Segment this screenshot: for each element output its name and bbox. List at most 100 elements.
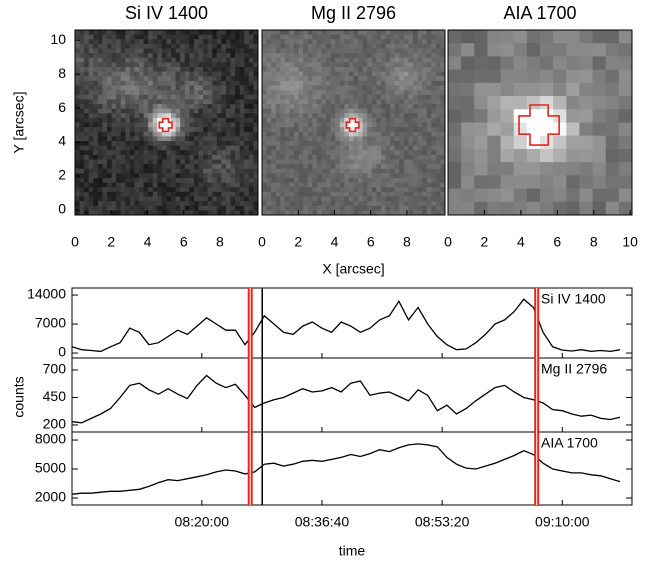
- image-pixel: [93, 131, 99, 137]
- image-pixel: [244, 113, 250, 119]
- image-pixel: [193, 117, 200, 123]
- image-pixel: [284, 131, 290, 137]
- image-pixel: [166, 201, 172, 207]
- image-pixel: [316, 30, 322, 36]
- image-pixel: [431, 113, 437, 119]
- image-pixel: [97, 34, 103, 40]
- image-pixel: [526, 135, 541, 150]
- image-pixel: [579, 135, 594, 150]
- image-pixel: [307, 30, 313, 36]
- image-pixel: [592, 162, 607, 176]
- image-pixel: [566, 135, 580, 150]
- image-pixel: [93, 62, 99, 68]
- image-pixel: [129, 141, 135, 147]
- image-pixel: [390, 53, 396, 59]
- image-pixel: [230, 159, 236, 165]
- image-pixel: [93, 168, 99, 174]
- image-pixel: [129, 154, 135, 160]
- image-pixel: [212, 122, 218, 128]
- image-pixel: [88, 71, 94, 77]
- image-pixel: [230, 34, 236, 40]
- image-pixel: [84, 117, 90, 123]
- image-pixel: [139, 30, 145, 36]
- image-pixel: [321, 57, 327, 63]
- image-pixel: [129, 191, 135, 197]
- image-pixel: [184, 205, 190, 211]
- image-pixel: [280, 43, 286, 49]
- image-pixel: [184, 94, 190, 100]
- image-pixel: [330, 48, 336, 54]
- image-pixel: [161, 136, 167, 142]
- image-pixel: [248, 164, 254, 170]
- image-pixel: [339, 131, 345, 137]
- image-pixel: [280, 136, 286, 142]
- image-pixel: [207, 159, 213, 165]
- image-pixel: [93, 39, 99, 45]
- image-pixel: [253, 201, 259, 207]
- image-pixel: [111, 196, 117, 202]
- image-pixel: [120, 43, 126, 49]
- image-pixel: [111, 53, 117, 59]
- image-pixel: [148, 141, 154, 147]
- image-pixel: [385, 104, 391, 110]
- image-pixel: [284, 168, 290, 174]
- image-pixel: [440, 80, 446, 86]
- image-pixel: [280, 99, 286, 105]
- image-pixel: [367, 76, 373, 82]
- image-pixel: [362, 205, 368, 211]
- image-pixel: [390, 150, 396, 156]
- image-pixel: [431, 117, 437, 123]
- image-pixel: [553, 56, 567, 71]
- image-pixel: [376, 154, 382, 160]
- image-pixel: [266, 67, 272, 73]
- image-pixel: [307, 173, 313, 179]
- image-pixel: [298, 57, 304, 63]
- image-pixel: [266, 141, 272, 147]
- image-pixel: [307, 122, 313, 128]
- image-pixel: [152, 71, 158, 77]
- image-pixel: [139, 201, 145, 207]
- image-pixel: [225, 131, 232, 137]
- image-pixel: [385, 205, 391, 211]
- image-pixel: [171, 210, 177, 216]
- image-pixel: [321, 62, 327, 68]
- image-pixel: [330, 154, 336, 160]
- image-pixel: [143, 131, 149, 137]
- image-pixel: [294, 136, 300, 142]
- image-pixel: [175, 131, 181, 137]
- image-pixel: [303, 39, 309, 45]
- image-pixel: [157, 34, 163, 40]
- image-pixel: [221, 150, 227, 156]
- image-pixel: [84, 205, 90, 211]
- image-pixel: [284, 191, 290, 197]
- image-pixel: [605, 175, 620, 190]
- image-pixel: [139, 76, 145, 82]
- image-pixel: [358, 39, 364, 45]
- image-pixel: [97, 71, 103, 77]
- image-pixel: [385, 48, 391, 54]
- image-pixel: [289, 117, 295, 123]
- image-pixel: [307, 62, 313, 68]
- image-pixel: [88, 94, 94, 100]
- image-pixel: [193, 71, 200, 77]
- image-pixel: [335, 178, 341, 184]
- image-pixel: [111, 104, 117, 110]
- image-pixel: [312, 108, 318, 114]
- image-pixel: [184, 99, 190, 105]
- image-pixel: [367, 99, 373, 105]
- image-pixel: [79, 113, 85, 119]
- image-pixel: [125, 48, 131, 54]
- image-pixel: [93, 191, 99, 197]
- image-pixel: [216, 43, 222, 49]
- image-pixel: [435, 30, 441, 36]
- image-pixel: [221, 196, 227, 202]
- image-pixel: [412, 30, 419, 36]
- image-pixel: [592, 56, 607, 71]
- image-pixel: [111, 108, 117, 114]
- image-pixel: [280, 53, 286, 59]
- image-pixel: [212, 62, 218, 68]
- image-pixel: [193, 141, 200, 147]
- image-pixel: [148, 99, 154, 105]
- image-pixel: [289, 90, 295, 96]
- image-pixel: [84, 127, 90, 133]
